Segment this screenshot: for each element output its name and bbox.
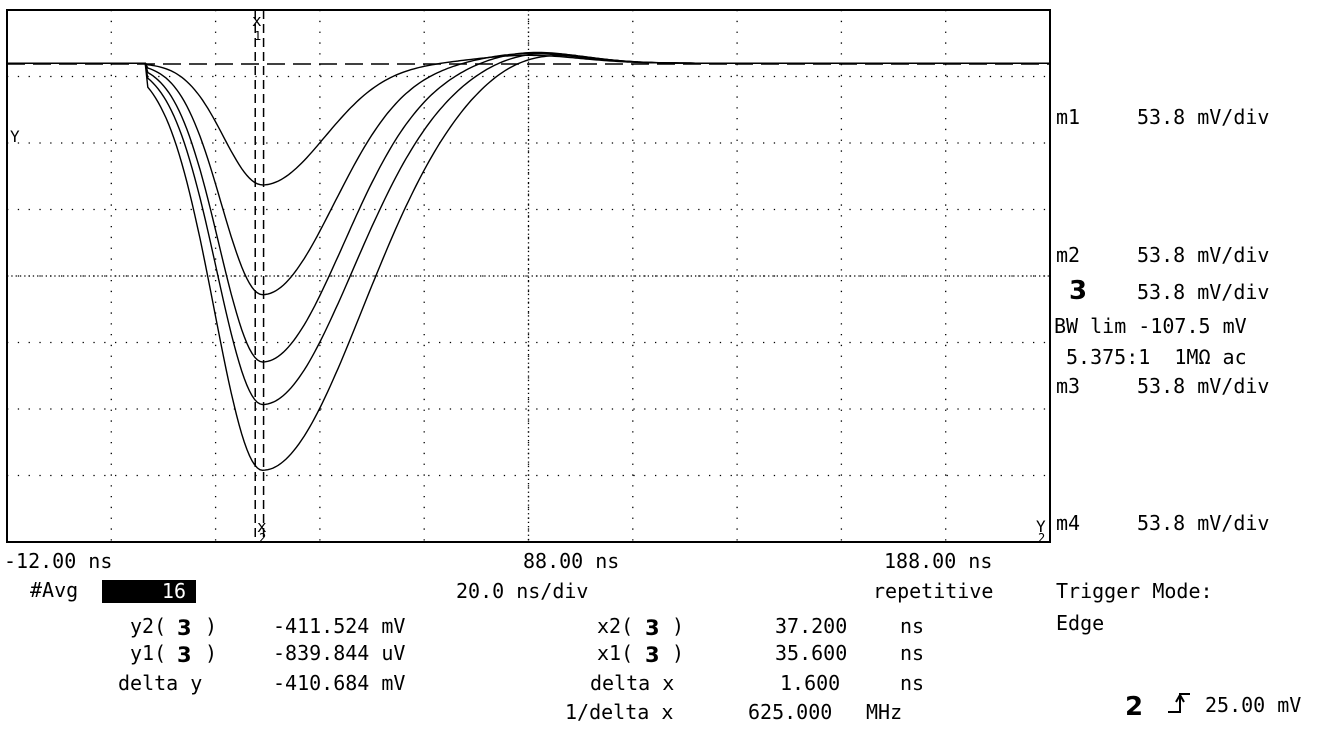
delta-x-unit: ns bbox=[900, 671, 924, 695]
avg-label: #Avg bbox=[30, 578, 78, 602]
channel-3-bw-offset: BW lim -107.5 mV bbox=[1054, 314, 1247, 338]
waveform-traces bbox=[7, 51, 1050, 472]
delta-y-label: delta y bbox=[118, 671, 202, 695]
x2-channel: 3 bbox=[645, 616, 660, 640]
inv-delta-x-unit: MHz bbox=[866, 700, 902, 724]
x1-suffix: ) bbox=[672, 641, 684, 665]
cursor-x1-sub: 1 bbox=[254, 29, 261, 43]
delta-x-label: delta x bbox=[590, 671, 674, 695]
m2-scale: 53.8 mV/div bbox=[1137, 243, 1269, 267]
x2-prefix: x2( bbox=[597, 614, 633, 638]
trigger-channel[interactable]: 2 bbox=[1125, 692, 1143, 722]
timebase[interactable]: 20.0 ns/div bbox=[456, 579, 588, 603]
y2-suffix: ) bbox=[205, 614, 217, 638]
m4-label[interactable]: m4 bbox=[1056, 511, 1080, 535]
channel-3-scale: 53.8 mV/div bbox=[1137, 280, 1269, 304]
time-center-label: 88.00 ns bbox=[523, 549, 619, 573]
x1-channel: 3 bbox=[645, 643, 660, 667]
m1-scale: 53.8 mV/div bbox=[1137, 105, 1269, 129]
avg-value[interactable]: 16 bbox=[162, 579, 186, 603]
inv-delta-x-label: 1/delta x bbox=[565, 700, 673, 724]
time-right-label: 188.00 ns bbox=[884, 549, 992, 573]
x2-value: 37.200 bbox=[775, 614, 847, 638]
x1-prefix: x1( bbox=[597, 641, 633, 665]
x2-suffix: ) bbox=[672, 614, 684, 638]
cursor-x2-label[interactable]: x bbox=[257, 517, 267, 536]
cursor-lines bbox=[7, 10, 1050, 542]
cursor-y2-label[interactable]: Y bbox=[1036, 517, 1046, 536]
y1-channel: 3 bbox=[177, 643, 192, 667]
x1-unit: ns bbox=[900, 641, 924, 665]
trigger-mode[interactable]: Edge bbox=[1056, 611, 1104, 635]
rising-edge-icon bbox=[1168, 692, 1190, 713]
cursor-x1-label[interactable]: x bbox=[252, 11, 262, 30]
inv-delta-x-value: 625.000 bbox=[748, 700, 832, 724]
y1-prefix: y1( bbox=[130, 641, 166, 665]
y1-suffix: ) bbox=[205, 641, 217, 665]
trigger-title: Trigger Mode: bbox=[1056, 579, 1213, 603]
m3-label[interactable]: m3 bbox=[1056, 374, 1080, 398]
y1-value: -839.844 uV bbox=[273, 641, 405, 665]
m2-label[interactable]: m2 bbox=[1056, 243, 1080, 267]
cursor-x2-sub: 2 bbox=[259, 531, 266, 545]
m4-scale: 53.8 mV/div bbox=[1137, 511, 1269, 535]
time-left-label: -12.00 ns bbox=[4, 549, 112, 573]
x1-value: 35.600 bbox=[775, 641, 847, 665]
y2-prefix: y2( bbox=[130, 614, 166, 638]
x2-unit: ns bbox=[900, 614, 924, 638]
y2-value: -411.524 mV bbox=[273, 614, 405, 638]
channel-3-probe: 5.375:1 1MΩ ac bbox=[1066, 345, 1247, 369]
avg-value-box[interactable] bbox=[102, 580, 196, 603]
y2-channel: 3 bbox=[177, 616, 192, 640]
trigger-level[interactable]: 25.00 mV bbox=[1205, 693, 1301, 717]
delta-x-value: 1.600 bbox=[780, 671, 840, 695]
m1-label[interactable]: m1 bbox=[1056, 105, 1080, 129]
waveform-trace bbox=[7, 54, 1050, 472]
channel-3-label[interactable]: 3 bbox=[1069, 276, 1087, 306]
graticule bbox=[7, 10, 1050, 542]
cursor-y2-sub: 2 bbox=[1038, 531, 1045, 545]
delta-y-value: -410.684 mV bbox=[273, 671, 405, 695]
acquisition-mode[interactable]: repetitive bbox=[873, 579, 993, 603]
m3-scale: 53.8 mV/div bbox=[1137, 374, 1269, 398]
waveform-trace bbox=[7, 52, 1050, 406]
cursor-y1-label[interactable]: Y bbox=[10, 127, 20, 146]
